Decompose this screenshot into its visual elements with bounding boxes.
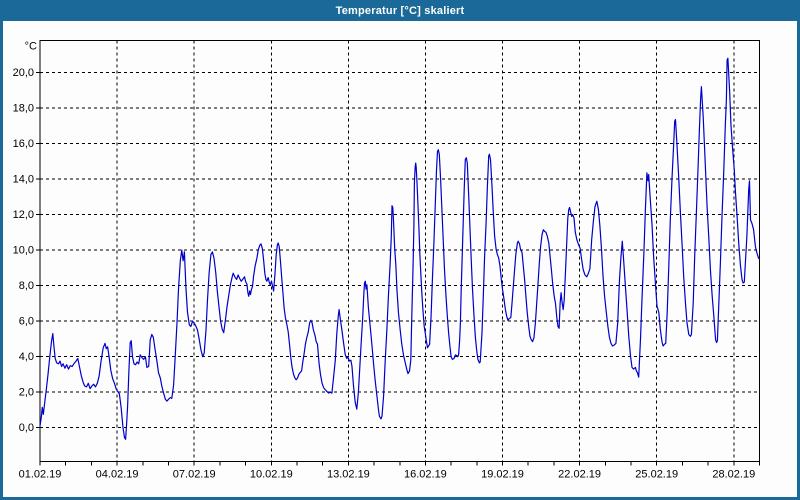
y-axis-labels: 0,0 2,0 4,0 6,0 8,0 10,0 12,0 14,0 16,0 18,0 20,0 bbox=[13, 67, 34, 434]
svg-text:6,0: 6,0 bbox=[19, 316, 34, 328]
svg-text:16.02.19: 16.02.19 bbox=[404, 469, 447, 481]
svg-text:2,0: 2,0 bbox=[19, 387, 34, 399]
svg-text:18,0: 18,0 bbox=[13, 103, 34, 115]
svg-text:04.02.19: 04.02.19 bbox=[96, 469, 139, 481]
svg-text:0,0: 0,0 bbox=[19, 422, 34, 434]
svg-text:22.02.19: 22.02.19 bbox=[558, 469, 601, 481]
svg-text:12,0: 12,0 bbox=[13, 209, 34, 221]
svg-text:20,0: 20,0 bbox=[13, 67, 34, 79]
svg-text:10.02.19: 10.02.19 bbox=[250, 469, 293, 481]
svg-text:28.02.19: 28.02.19 bbox=[712, 469, 755, 481]
window-title: Temperatur [°C] skaliert bbox=[335, 4, 465, 17]
svg-text:01.02.19: 01.02.19 bbox=[19, 469, 62, 481]
svg-text:07.02.19: 07.02.19 bbox=[173, 469, 216, 481]
horizontal-gridlines bbox=[40, 72, 760, 429]
plot-border bbox=[39, 40, 760, 462]
svg-text:4,0: 4,0 bbox=[19, 351, 34, 363]
svg-text:16,0: 16,0 bbox=[13, 138, 34, 150]
y-axis-ticks bbox=[36, 72, 40, 429]
chart-background bbox=[3, 21, 797, 497]
y-axis-unit-label: °C bbox=[25, 41, 37, 53]
window-titlebar: Temperatur [°C] skaliert bbox=[0, 0, 800, 21]
temperature-series-line bbox=[39, 57, 761, 440]
svg-text:19.02.19: 19.02.19 bbox=[481, 469, 524, 481]
svg-text:13.02.19: 13.02.19 bbox=[327, 469, 370, 481]
x-axis-ticks bbox=[39, 461, 760, 466]
x-axis-labels: 01.02.19 04.02.19 07.02.19 10.02.19 13.02.19… bbox=[19, 469, 756, 481]
vertical-gridlines bbox=[116, 40, 735, 462]
svg-text:25.02.19: 25.02.19 bbox=[635, 469, 678, 481]
svg-text:8,0: 8,0 bbox=[19, 280, 34, 292]
svg-text:10,0: 10,0 bbox=[13, 245, 34, 257]
svg-text:14,0: 14,0 bbox=[13, 174, 34, 186]
